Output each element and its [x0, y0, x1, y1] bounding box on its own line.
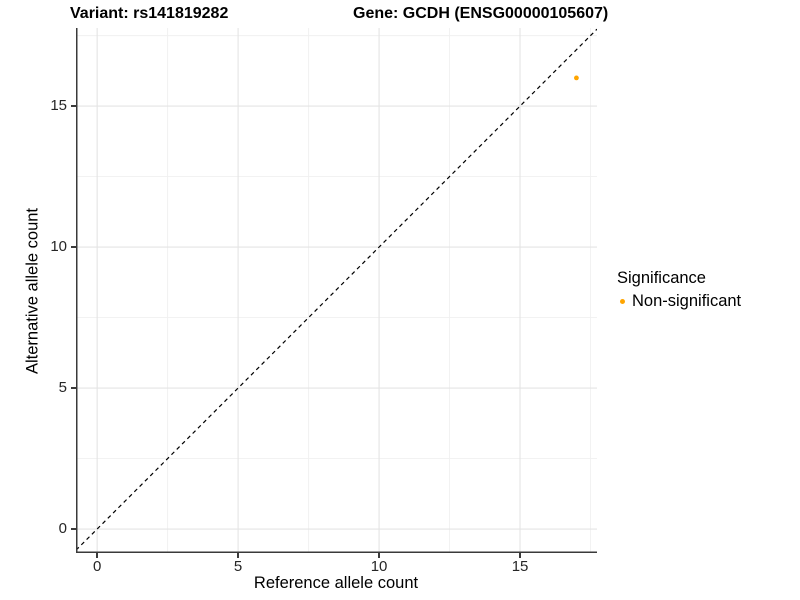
legend-item-non-significant: Non-significant — [617, 291, 741, 311]
x-tick-label: 0 — [92, 558, 102, 575]
data-point — [574, 75, 579, 81]
y-tick-mark — [71, 387, 76, 389]
y-tick-label: 5 — [58, 379, 67, 397]
x-tick-label: 5 — [233, 558, 243, 575]
y-tick-label: 10 — [50, 238, 67, 256]
x-tick-mark — [378, 553, 380, 558]
y-axis-title: Alternative allele count — [23, 207, 42, 375]
x-tick-label: 10 — [370, 558, 388, 575]
plot-svg — [76, 28, 597, 553]
y-tick-mark — [71, 246, 76, 248]
gene-title: Gene: GCDH (ENSG00000105607) — [353, 5, 609, 22]
plot-panel — [76, 28, 597, 553]
y-tick-mark — [71, 105, 76, 107]
x-tick-label: 15 — [511, 558, 529, 575]
identity-dashed-line — [76, 28, 597, 551]
legend-item-label: Non-significant — [632, 291, 742, 310]
y-tick-label: 0 — [58, 520, 67, 538]
x-tick-mark — [237, 553, 239, 558]
x-tick-mark — [96, 553, 98, 558]
legend-title: Significance — [617, 269, 706, 287]
y-tick-mark — [71, 528, 76, 530]
x-tick-mark — [519, 553, 521, 558]
legend: Significance Non-significant — [617, 269, 741, 311]
y-tick-label: 15 — [50, 97, 67, 115]
legend-point-icon — [620, 298, 625, 304]
x-axis-title: Reference allele count — [253, 574, 419, 592]
variant-title: Variant: rs141819282 — [70, 5, 229, 22]
